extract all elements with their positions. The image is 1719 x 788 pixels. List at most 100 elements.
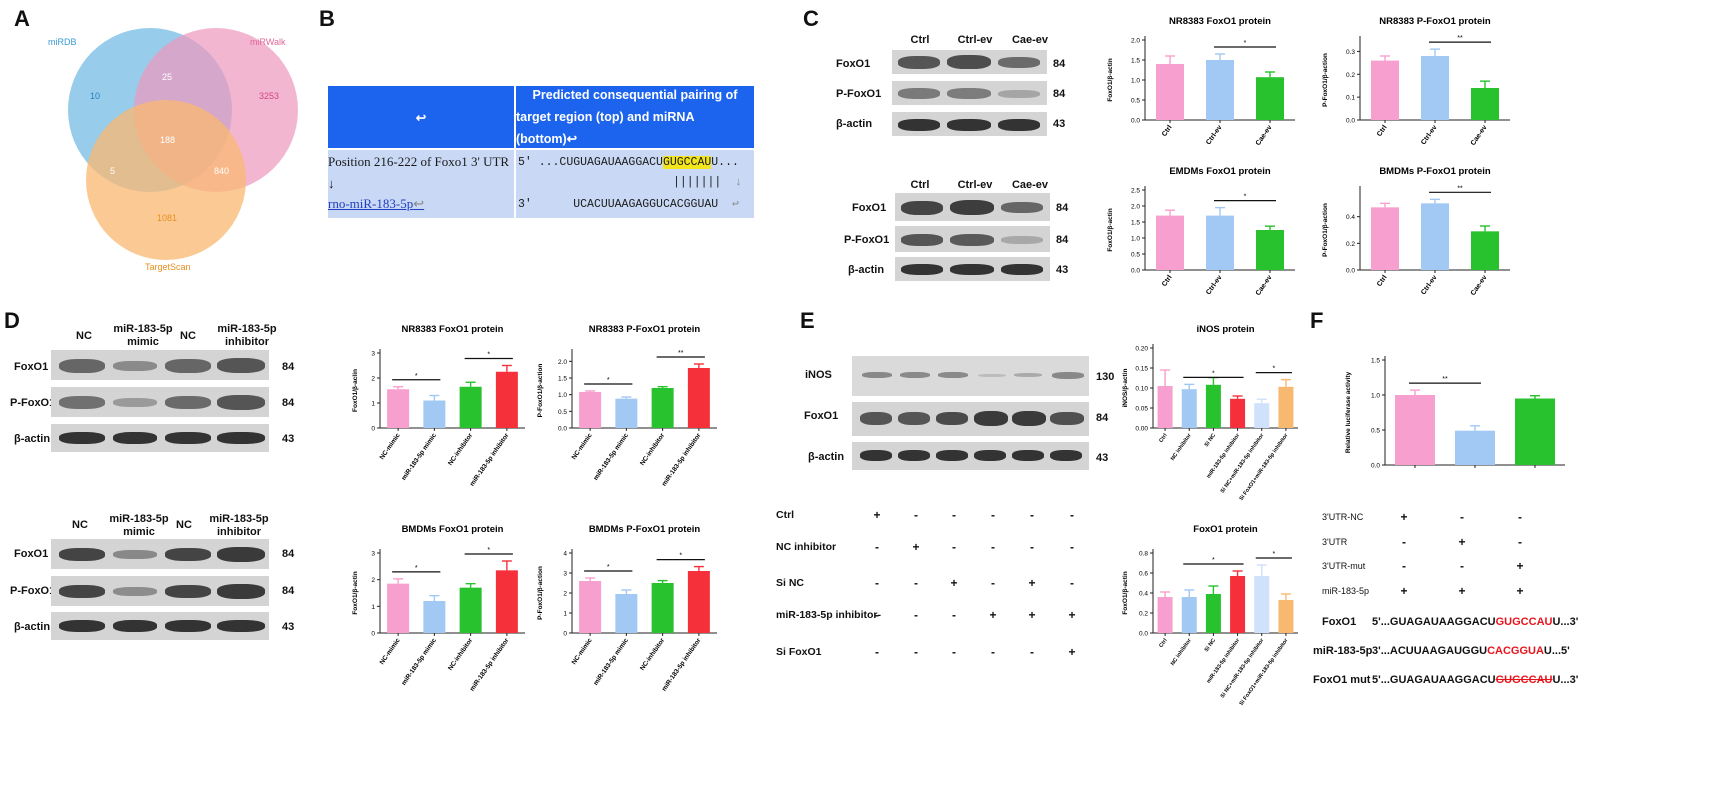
chart-title: BMDMs P-FoxO1 protein (1379, 166, 1491, 177)
grid-symbol: + (1458, 535, 1466, 549)
bar (651, 583, 674, 633)
kda-label: 84 (282, 397, 295, 409)
chart-title: NR8383 P-FoxO1 protein (1379, 16, 1491, 27)
grid-row-label: miR-183-5p inhibitor- (776, 609, 882, 621)
kda-label: 84 (1056, 234, 1069, 246)
bar-chart-f1: Relative luciferase activity 0.0 0.5 1.0 1.5… (1345, 356, 1565, 470)
y-tick-label: 1.0 (1131, 236, 1140, 243)
y-tick-label: 0.0 (1139, 631, 1148, 638)
kda-label: 43 (1096, 452, 1109, 464)
bar (387, 389, 410, 428)
panel-label-c: C (803, 6, 819, 31)
significance-label: * (1244, 40, 1247, 47)
bar (1156, 215, 1184, 270)
grid-symbol: - (1460, 510, 1464, 524)
y-tick-label: 0.2 (1346, 72, 1355, 79)
row-label: β-actin (14, 621, 51, 633)
significance-label: * (1272, 366, 1275, 373)
x-tick-label: Ctrl (1161, 124, 1174, 138)
x-tick-label: Si FoxO1+miR-183-5p inhibitor (1239, 637, 1290, 707)
y-tick-label: 0 (371, 631, 375, 638)
x-tick-label: miR-183-5p mimic (400, 637, 438, 687)
grid-symbol: - (991, 508, 995, 522)
table-cell-right: 5' ...CUGUAGAUAAGGACUGUGCCAUU... |||||||… (516, 150, 754, 218)
western-blot-band (51, 350, 269, 380)
y-tick-label: 1.0 (1131, 78, 1140, 85)
bar (1455, 430, 1495, 465)
y-axis-label: FoxO1/β-actin (1107, 58, 1114, 101)
venn-diagram: miRDB miRWalk TargetScan 10 25 3253 188 … (48, 28, 298, 272)
grid-row-label: 3'UTR-mut (1322, 561, 1366, 571)
western-blot-band (852, 356, 1089, 396)
bar (1230, 576, 1246, 633)
x-tick-label: miR-183-5p inhibitor (469, 432, 511, 488)
y-tick-label: 0.00 (1135, 426, 1148, 433)
y-axis-label: iNOS/β-actin (1122, 368, 1129, 407)
chart-title: NR8383 P-FoxO1 protein (589, 324, 701, 335)
y-tick-label: 0.0 (1346, 118, 1355, 125)
x-tick-label: Ctrl (1376, 124, 1389, 138)
lane-label: NC (72, 519, 88, 531)
y-tick-label: 0.05 (1135, 406, 1148, 413)
grid-symbol: + (873, 508, 881, 522)
x-tick-label: Ctrl (1376, 274, 1389, 288)
bar (387, 583, 410, 633)
grid-symbol: + (1068, 608, 1076, 622)
y-axis-label: P-FoxO1/β-action (1322, 203, 1329, 257)
sequence-text: 3'...ACUUAAGAUGGUCACGGUAU...5' (1372, 645, 1570, 657)
kda-label: 84 (1053, 58, 1066, 70)
grid-symbol: + (1458, 584, 1466, 598)
x-tick-label: Ctrl-ev (1205, 124, 1224, 146)
venn-label-mirwalk: miRWalk (250, 37, 286, 47)
y-axis-label: FoxO1/β-actin (352, 571, 359, 614)
grid-symbol: - (875, 608, 879, 622)
sequence-name: FoxO1 (1322, 616, 1357, 628)
utr-position-label: Position 216-222 of Foxo1 3' UTR (328, 154, 510, 169)
grid-symbol: - (991, 540, 995, 554)
kda-label: 43 (1053, 118, 1066, 130)
kda-label: 43 (282, 433, 295, 445)
x-tick-label: NC-mimic (379, 637, 402, 666)
grid-symbol: - (952, 540, 956, 554)
x-tick-label: Cae-ev (1470, 124, 1489, 147)
x-tick-label: miR-183-5p inhibitor (469, 637, 511, 693)
x-tick-label: Ctrl (1158, 637, 1169, 649)
x-tick-label: miR-183-5p mimic (592, 432, 630, 482)
significance-label: * (487, 547, 490, 554)
significance-label: * (607, 564, 610, 571)
western-blot-band (51, 387, 269, 417)
venn-label-targetscan: TargetScan (145, 262, 191, 272)
grid-symbol: - (1030, 645, 1034, 659)
grid-symbol: + (1028, 608, 1036, 622)
sequence-text: 5'...GUAGAUAAGGACUGUGCCAUU...3' (1372, 616, 1579, 628)
western-blot-band (895, 193, 1050, 221)
kda-label: 130 (1096, 371, 1115, 383)
bar (1395, 395, 1435, 465)
mirna-link[interactable]: rno-miR-183-5p↩ (328, 196, 425, 211)
bar (495, 570, 518, 633)
x-tick-label: NC-mimic (571, 637, 594, 666)
bar (423, 400, 446, 428)
y-axis-label: P-FoxO1/β-action (537, 566, 544, 620)
bar (1371, 60, 1399, 120)
bar-chart-c2: NR8383 P-FoxO1 protein P-FoxO1/β-action 0.… (1322, 16, 1510, 147)
y-tick-label: 1.5 (558, 376, 567, 383)
lane-label: Cae-ev (1011, 34, 1049, 46)
bar (1206, 215, 1234, 270)
grid-symbol: - (875, 540, 879, 554)
y-tick-label: 1.5 (1131, 220, 1140, 227)
chart-title: iNOS protein (1196, 324, 1254, 335)
venn-value-only-mirdb: 10 (90, 91, 100, 101)
y-tick-label: 2 (563, 591, 567, 598)
panel-label-f: F (1310, 308, 1324, 333)
x-tick-label: NC inhibitor (1170, 432, 1193, 462)
grid-symbol: + (1028, 576, 1036, 590)
western-blot-band (892, 50, 1047, 74)
row-label: P-FoxO1 (10, 585, 56, 597)
y-tick-label: 0 (563, 631, 567, 638)
grid-symbol: - (1070, 508, 1074, 522)
bar (1256, 77, 1284, 120)
western-blot-band (895, 257, 1050, 281)
bar (1254, 576, 1270, 633)
sequence-text: 5'...GUAGAUAAGGACUGUGCCAUU...3' (1372, 674, 1579, 686)
